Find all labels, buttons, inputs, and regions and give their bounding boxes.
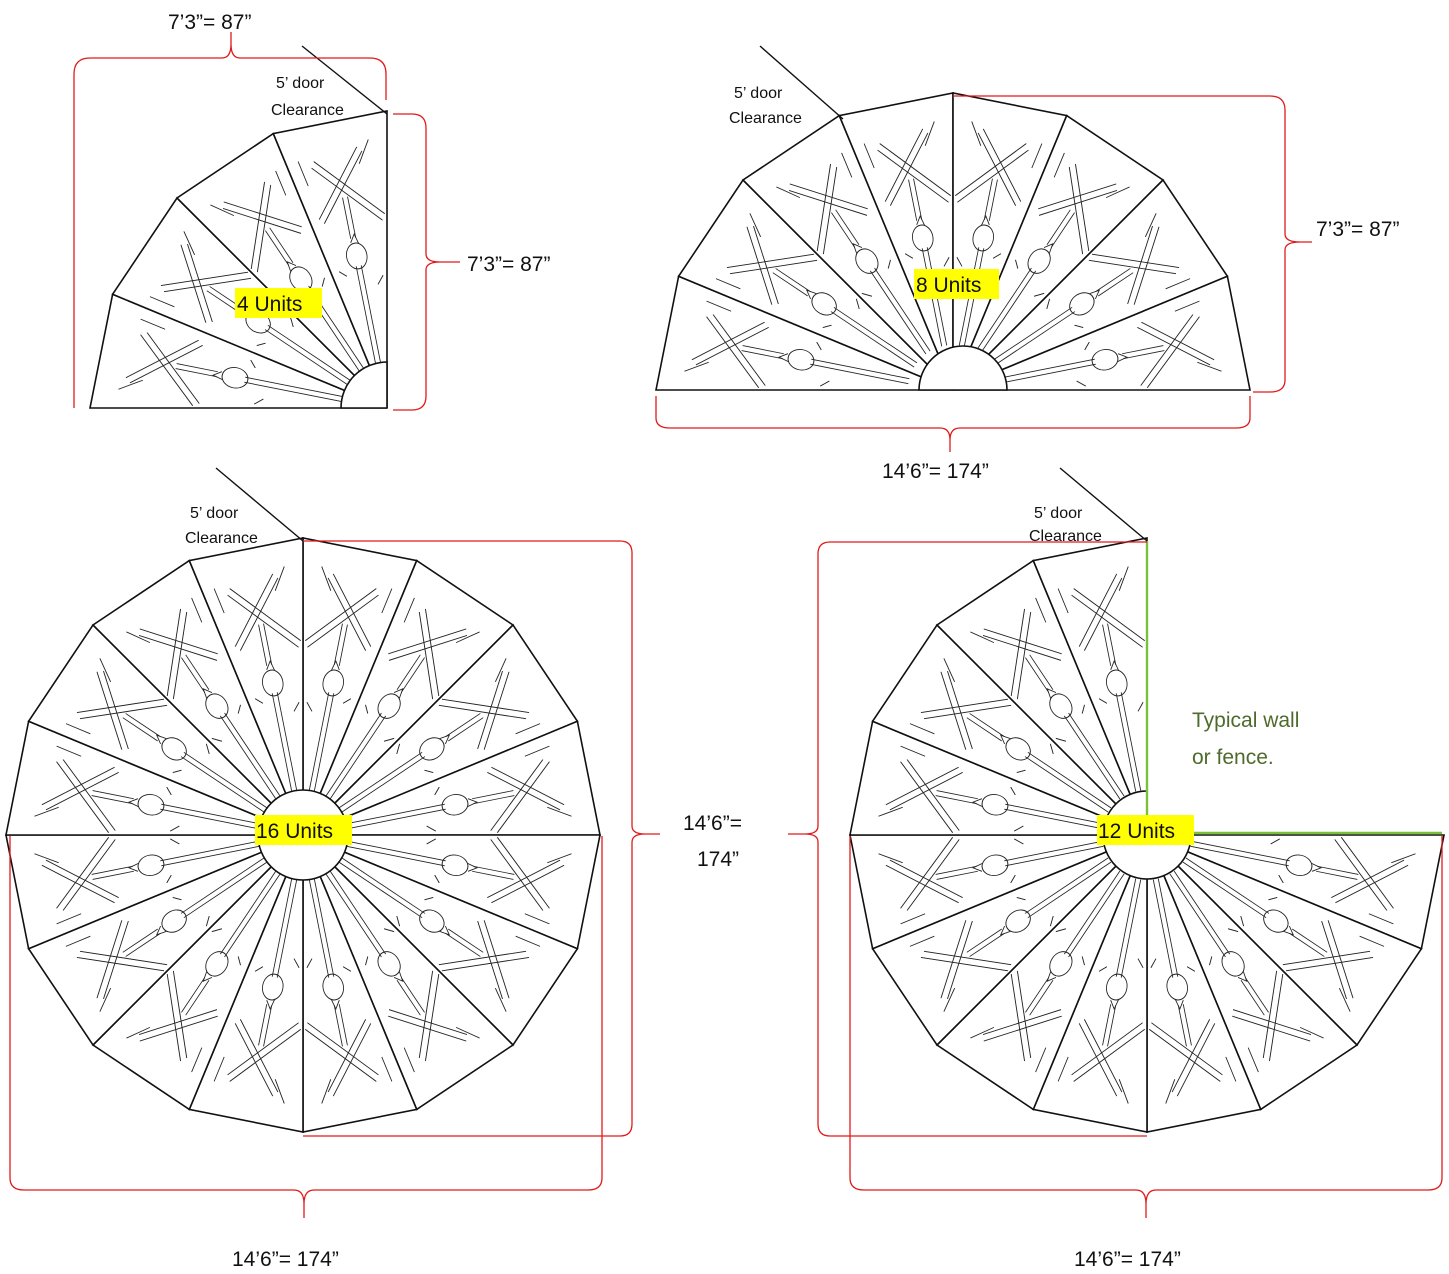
- units-highlight-4: [235, 288, 322, 318]
- dimension-right-8: 7’3”= 87”: [1316, 218, 1399, 241]
- wall-label-line2: or fence.: [1192, 746, 1274, 769]
- door-label-8-line2: Clearance: [729, 110, 802, 127]
- door-label-12-line1: 5’ door: [1034, 505, 1083, 522]
- hub-quarter-circle-4: [340, 361, 388, 409]
- dimension-brace-right-16: [303, 540, 660, 1137]
- units-label-16: 16 Units: [256, 820, 333, 843]
- dimension-brace-right-8: [953, 95, 1312, 393]
- wall-label-line1: Typical wall: [1192, 709, 1299, 732]
- dimension-brace-bottom-12: [849, 836, 1443, 1218]
- units-highlight-12: [1097, 815, 1194, 845]
- layout-12-units: Typical wall or fence. 5’ door Clearance…: [788, 467, 1445, 1271]
- planter-wedge: [272, 110, 388, 409]
- planter-wedge: [188, 537, 304, 836]
- dimension-bottom-8: 14’6”= 174”: [882, 460, 989, 483]
- layout-8-units: 5’ door Clearance 7’3”= 87” 14’6”= 174” …: [655, 45, 1399, 483]
- door-label-4-line2: Clearance: [271, 102, 344, 119]
- dimension-brace-top-4: [73, 32, 387, 408]
- wedges-12: [849, 537, 1445, 1133]
- layout-16-units: 5’ door Clearance 14’6”= 174” 16 Units: [5, 467, 660, 1271]
- planter-wedge: [952, 275, 1251, 391]
- door-label-16-line2: Clearance: [185, 530, 258, 547]
- dimension-height-shared-line2: 174”: [697, 848, 739, 871]
- door-clearance-line-4: [301, 45, 388, 115]
- dimension-bottom-12: 14’6”= 174”: [1074, 1248, 1181, 1271]
- units-label-12: 12 Units: [1098, 820, 1175, 843]
- dimension-brace-bottom-8: [655, 396, 1251, 452]
- dimension-right-4: 7’3”= 87”: [467, 253, 550, 276]
- wall-fence-line: [1145, 541, 1442, 835]
- dimension-height-shared-line1: 14’6”=: [683, 812, 742, 835]
- units-label-8: 8 Units: [916, 274, 981, 297]
- wedges-8: [655, 92, 1251, 391]
- dimension-brace-right-4: [393, 113, 460, 411]
- hub-half-circle-8: [918, 345, 1008, 391]
- wedges-4: [89, 110, 388, 409]
- door-label-12-line2: Clearance: [1029, 528, 1102, 545]
- units-highlight-8: [914, 269, 999, 299]
- door-label-4-line1: 5’ door: [276, 75, 325, 92]
- door-label-16-line1: 5’ door: [190, 505, 239, 522]
- dimension-brace-bottom-16: [9, 836, 603, 1218]
- wedges-16: [5, 537, 601, 1133]
- door-clearance-line-16: [215, 467, 304, 542]
- door-clearance-line-8: [759, 45, 844, 120]
- door-label-8-line1: 5’ door: [734, 85, 783, 102]
- door-clearance-line-12: [1059, 467, 1148, 542]
- units-label-4: 4 Units: [237, 293, 302, 316]
- units-highlight-16: [255, 815, 352, 845]
- dimension-brace-left-12: [788, 541, 1147, 1137]
- dimension-bottom-16: 14’6”= 174”: [232, 1248, 339, 1271]
- dimension-top-4: 7’3”= 87”: [168, 11, 251, 34]
- hub-three-quarter-circle-12: [1102, 790, 1192, 880]
- layout-4-units: 5’ door Clearance 7’3”= 87” 7’3”= 87” 4 …: [73, 11, 550, 435]
